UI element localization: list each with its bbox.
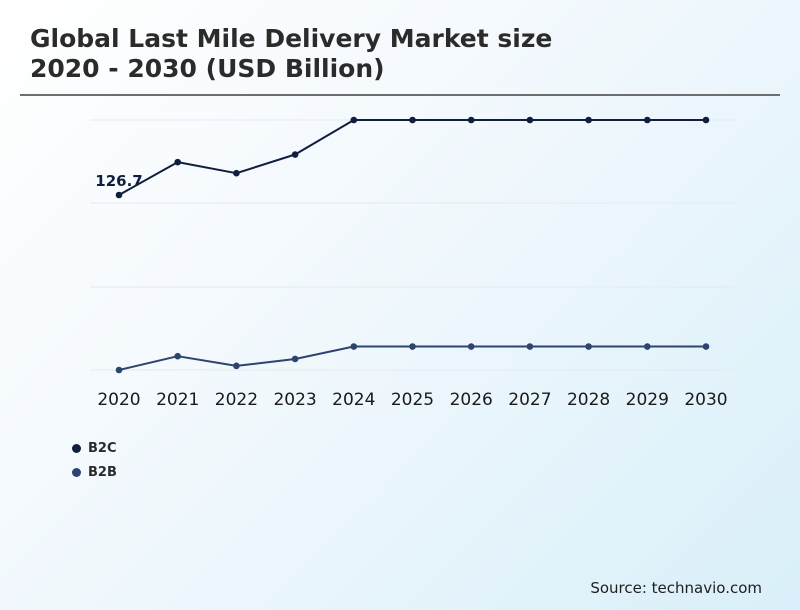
data-point-b2b-2026 — [467, 343, 475, 350]
data-point-b2b-2027 — [526, 343, 534, 350]
x-tick-label-2021: 2021 — [156, 390, 199, 410]
x-tick-label-2020: 2020 — [97, 390, 140, 410]
legend-marker-b2c — [72, 443, 81, 453]
x-tick-label-2026: 2026 — [450, 390, 493, 410]
data-point-b2c-2029 — [644, 116, 651, 124]
series-line-b2b — [118, 345, 706, 371]
data-point-b2c-2024 — [350, 116, 358, 124]
data-point-b2c-2025 — [409, 116, 416, 124]
data-point-b2c-2026 — [467, 116, 475, 124]
data-label-b2c-2020: 126.7 — [95, 172, 142, 190]
data-point-b2b-2020 — [115, 366, 123, 374]
data-point-b2c-2021 — [174, 158, 181, 166]
data-point-b2b-2022 — [233, 362, 240, 370]
x-tick-label-2023: 2023 — [273, 390, 316, 410]
legend-item-b2c: B2C — [72, 436, 117, 460]
data-point-b2b-2030 — [702, 343, 710, 350]
data-point-b2c-2023 — [291, 151, 299, 158]
data-point-b2c-2028 — [585, 116, 592, 124]
x-tick-label-2027: 2027 — [508, 390, 551, 410]
data-point-b2b-2025 — [409, 343, 416, 350]
x-tick-label-2028: 2028 — [567, 390, 610, 410]
legend-marker-b2b — [72, 467, 81, 477]
x-tick-label-2030: 2030 — [684, 390, 727, 410]
data-point-b2b-2021 — [174, 352, 181, 360]
data-point-b2b-2029 — [644, 343, 651, 350]
legend-label-b2b: B2B — [88, 464, 117, 480]
data-point-b2c-2027 — [526, 116, 534, 124]
chart-title: Global Last Mile Delivery Market size 20… — [30, 24, 552, 84]
x-tick-label-2024: 2024 — [332, 390, 375, 410]
chart-legend: B2C B2B — [72, 436, 117, 484]
title-divider — [20, 94, 780, 96]
x-tick-label-2022: 2022 — [215, 390, 258, 410]
chart-title-line-1: Global Last Mile Delivery Market size — [30, 24, 553, 53]
chart-title-line-2: 2020 - 2030 (USD Billion) — [30, 54, 385, 83]
data-point-b2c-2020 — [115, 191, 123, 199]
x-tick-label-2025: 2025 — [391, 390, 434, 410]
x-tick-label-2029: 2029 — [626, 390, 669, 410]
data-point-b2b-2024 — [350, 343, 358, 350]
data-point-b2c-2022 — [233, 169, 240, 177]
series-line-b2c — [118, 119, 706, 196]
line-chart: 2020 2021 2022 2023 2024 2025 2026 2027 2028 2029… — [90, 116, 736, 410]
data-point-b2b-2028 — [585, 343, 592, 350]
data-point-b2c-2030 — [702, 116, 710, 124]
legend-label-b2c: B2C — [88, 440, 117, 456]
source-credit: Source: technavio.com — [590, 579, 762, 597]
data-point-b2b-2023 — [291, 355, 299, 363]
legend-item-b2b: B2B — [72, 460, 117, 484]
